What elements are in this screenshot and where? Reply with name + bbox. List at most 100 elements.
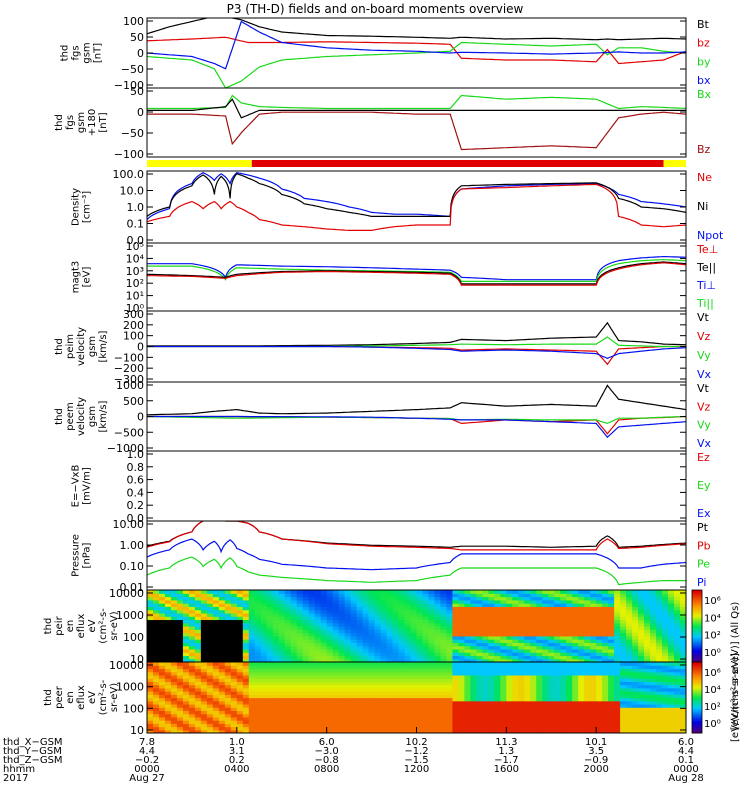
spectrogram-cell [332, 619, 340, 624]
spectrogram-cell [536, 622, 543, 627]
spectrogram-cell [596, 655, 603, 660]
spectrogram-cell [674, 645, 681, 650]
spectrogram-cell [506, 707, 513, 712]
spectrogram-cell [668, 642, 675, 647]
spectrogram-cell [248, 668, 256, 673]
spectrogram-cell [668, 691, 675, 695]
spectrogram-cell [230, 713, 238, 718]
spectrogram-cell [440, 665, 448, 670]
spectrogram-cell [308, 632, 316, 637]
spectrogram-cell [314, 697, 322, 702]
spectrogram-cell [380, 599, 388, 604]
spectrogram-cell [152, 593, 160, 598]
spectrogram-cell [548, 655, 555, 660]
spectrogram-cell [147, 635, 154, 640]
spectrogram-cell [398, 612, 406, 617]
spectrogram-cell [332, 658, 340, 662]
spectrogram-cell [488, 720, 495, 724]
spectrogram-cell [242, 674, 250, 679]
spectrogram-cell [296, 723, 304, 728]
spectrogram-cell [572, 662, 579, 666]
spectrogram-cell [572, 678, 579, 682]
spectrogram-cell [602, 665, 609, 670]
spectrogram-cell [632, 713, 639, 718]
spectrogram-cell [200, 642, 208, 647]
spectrogram-cell [344, 619, 352, 624]
spectrogram-cell [350, 723, 358, 728]
spectrogram-cell [614, 599, 621, 604]
spectrogram-cell [506, 678, 513, 682]
spectrogram-cell [236, 626, 244, 630]
spectrogram-cell [170, 609, 178, 614]
spectrogram-cell [338, 655, 346, 660]
colorbar-step [692, 677, 702, 681]
spectrogram-cell [404, 599, 412, 604]
spectrogram-cell [188, 655, 196, 660]
spectrogram-cell [470, 645, 477, 650]
spectrogram-cell [458, 729, 466, 733]
spectrogram-cell [326, 609, 334, 614]
spectrogram-cell [368, 652, 376, 657]
spectrogram-cell [644, 609, 651, 614]
spectrogram-cell [674, 622, 681, 627]
spectrogram-cell [152, 707, 160, 712]
spectrogram-cell [290, 629, 298, 634]
spectrogram-cell [608, 603, 615, 607]
spectrogram-cell [458, 691, 466, 695]
spectrogram-cell [650, 596, 657, 601]
spectrogram-cell [656, 691, 663, 695]
spectrogram-cell [656, 616, 663, 621]
spectrogram-cell [572, 609, 579, 614]
spectrogram-cell [590, 726, 597, 731]
spectrogram-cell [188, 642, 196, 647]
spectrogram-cell [362, 703, 370, 708]
spectrogram-cell [302, 632, 310, 637]
spectrogram-cell [344, 710, 352, 715]
spectrogram-cell [464, 609, 471, 614]
spectrogram-cell [380, 606, 388, 611]
spectrogram-cell [506, 622, 513, 627]
spectrogram-cell [536, 599, 543, 604]
y-tick-label: −50 [121, 127, 144, 140]
spectrogram-cell [320, 691, 328, 695]
colorbar-tick-label: 10⁴ [704, 685, 721, 696]
spectrogram-cell [590, 639, 597, 643]
spectrogram-cell [362, 648, 370, 653]
spectrogram-cell [296, 599, 304, 604]
spectrogram-cell [620, 674, 627, 679]
spectrogram-cell [302, 710, 310, 715]
spectrogram-cell [176, 612, 184, 617]
spectrogram-cell [494, 612, 501, 617]
spectrogram-cell [248, 626, 256, 630]
spectrogram-cell [530, 629, 537, 634]
spectrogram-cell [368, 694, 376, 699]
spectrogram-cell [416, 729, 424, 733]
spectrogram-cell [416, 723, 424, 728]
spectrogram-cell [620, 665, 627, 670]
spectrogram-cell [506, 603, 513, 607]
spectrogram-cell [668, 671, 675, 676]
spectrogram-cell [314, 612, 322, 617]
y-label-line: (cm²-s- [98, 608, 109, 644]
spectrogram-cell [422, 612, 430, 617]
spectrogram-cell [326, 632, 334, 637]
spectrogram-cell [362, 632, 370, 637]
spectrogram-cell [512, 635, 519, 640]
spectrogram-cell [650, 691, 657, 695]
spectrogram-cell [254, 642, 262, 647]
spectrogram-cell [158, 609, 166, 614]
spectrogram-cell [674, 642, 681, 647]
spectrogram-cell [302, 603, 310, 607]
spectrogram-cell [236, 612, 244, 617]
spectrogram-cell [638, 593, 645, 598]
spectrogram-cell [482, 590, 489, 594]
colorbar-step [692, 690, 702, 693]
spectrogram-cell [626, 716, 633, 721]
spectrogram-cell [296, 590, 304, 594]
spectrogram-cell [392, 616, 400, 621]
spectrogram-cell [590, 629, 597, 634]
spectrogram-cell [596, 665, 603, 670]
spectrogram-cell [476, 707, 483, 712]
